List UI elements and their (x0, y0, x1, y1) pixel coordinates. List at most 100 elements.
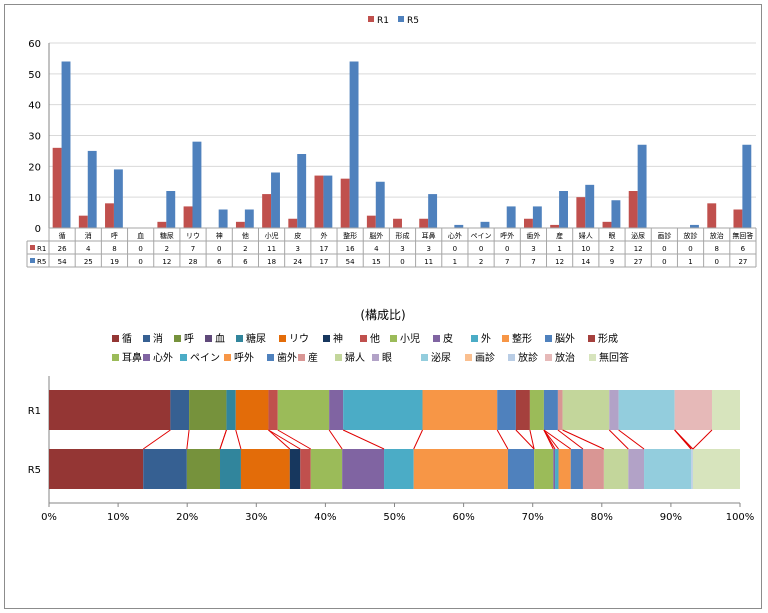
bar-R5-神 (218, 209, 228, 228)
table-value-R1: 16 (346, 245, 355, 253)
x-tick-label: 10% (107, 512, 129, 523)
segment-R5-整形 (413, 449, 508, 489)
series-line (692, 429, 713, 450)
legend-label: 無回答 (599, 351, 629, 364)
segment-R1-婦人 (562, 390, 610, 430)
bar-R1-泌尿 (628, 191, 638, 228)
legend-swatch (421, 354, 428, 361)
segment-R1-耳鼻 (529, 390, 544, 430)
y-tick-label: 50 (28, 70, 41, 81)
bar-R1-リウ (183, 206, 193, 228)
segment-R1-リウ (235, 390, 269, 430)
category-label: 神 (216, 231, 223, 240)
segment-R5-放診 (691, 449, 693, 489)
bar-R1-他 (235, 221, 245, 228)
legend-swatch (323, 335, 330, 342)
legend-label: リウ (289, 333, 309, 345)
table-value-R1: 26 (58, 245, 67, 253)
series-line (515, 429, 535, 450)
legend-swatch (112, 354, 119, 361)
legend-label: 産 (308, 351, 318, 364)
series-line (562, 429, 605, 450)
stacked-percent-chart: (構成比) 循 消 呼 血 糖尿 リウ 神 他 小児 皮 外 整形 脳外 形成耳鼻 心外 ペイン 呼外 歯外産 婦人 眼… (28, 308, 755, 523)
segment-R5-婦人 (603, 449, 629, 489)
table-value-R5: 12 (555, 258, 564, 266)
table-value-R1: 0 (138, 245, 142, 253)
legend-swatch (502, 335, 509, 342)
table-value-R1: 3 (426, 245, 430, 253)
table-value-R1: 3 (531, 245, 535, 253)
segment-R5-耳鼻 (534, 449, 554, 489)
legend-label: 整形 (512, 332, 532, 345)
table-value-R5: 2 (479, 258, 483, 266)
table-value-R5: 24 (293, 258, 302, 266)
category-label: 放治 (710, 231, 724, 240)
table-value-R1: 4 (86, 245, 91, 253)
table-value-R5: 1 (453, 258, 457, 266)
y-tick-label: 20 (28, 162, 41, 173)
x-tick-label: 40% (314, 512, 336, 523)
segment-R1-消 (170, 390, 190, 430)
chart-frame: R1 R5 0 10 20 30 40 50 60 循 26 54 消 4 25 呼 8 19 血 0 0 糖尿 2 12 リウ… (4, 4, 762, 609)
segment-R1-放治 (674, 390, 712, 430)
table-value-R5: 0 (400, 258, 404, 266)
table-value-R5: 0 (714, 258, 718, 266)
row-label: R1 (28, 406, 41, 417)
bar-R1-耳鼻 (419, 218, 429, 228)
table-value-R5: 1 (688, 258, 692, 266)
bar-R1-呼 (105, 203, 114, 228)
bar-R1-産 (550, 224, 560, 228)
legend-label: 脳外 (555, 333, 575, 345)
legend-swatch (279, 335, 286, 342)
table-value-R5: 25 (84, 258, 93, 266)
table-row-label: R1 (37, 245, 46, 253)
legend-label: 皮 (443, 332, 453, 345)
table-value-R5: 28 (189, 258, 198, 266)
legend-label: 眼 (382, 352, 392, 364)
category-label: リウ (186, 232, 200, 240)
segment-R1-泌尿 (618, 390, 675, 430)
segment-R1-脳外 (497, 390, 516, 430)
segment-R1-糖尿 (226, 390, 236, 430)
table-row-label: R5 (37, 258, 46, 266)
y-tick-label: 10 (28, 193, 41, 204)
segment-R5-他 (300, 449, 311, 489)
y-tick-label: 60 (28, 39, 41, 50)
segment-R5-リウ (240, 449, 290, 489)
legend-label: 神 (333, 332, 343, 345)
category-label: 形成 (396, 231, 410, 240)
category-label: 整形 (343, 231, 357, 240)
x-tick-label: 0% (41, 512, 57, 523)
segment-R1-形成 (515, 390, 530, 430)
table-value-R5: 54 (58, 258, 67, 266)
segment-R5-産 (582, 449, 604, 489)
bar-R1-形成 (393, 218, 402, 228)
segment-R5-小児 (310, 449, 343, 489)
legend-label: 呼外 (234, 352, 254, 364)
legend-swatch (143, 335, 150, 342)
legend-label-R5: R5 (407, 16, 419, 26)
bar-R5-呼外 (506, 206, 516, 228)
bar-R5-消 (87, 150, 97, 228)
bar-legend: R1 R5 (368, 16, 419, 26)
bar-R1-脳外 (366, 215, 376, 228)
bar-R1-婦人 (576, 197, 586, 228)
bar-R5-眼 (611, 200, 621, 228)
table-value-R1: 11 (267, 245, 276, 253)
series-line (674, 429, 694, 450)
chart-canvas: R1 R50102030405060循2654消425呼819血00糖尿212リウ… (26, 16, 757, 523)
legend-label: 放治 (555, 351, 575, 364)
legend-swatch (588, 335, 595, 342)
x-tick-label: 90% (660, 512, 682, 523)
legend-swatch (372, 354, 379, 361)
bar-R1-眼 (602, 221, 612, 228)
bar-R5-耳鼻 (428, 194, 438, 228)
category-label: 婦人 (579, 231, 593, 240)
table-value-R1: 2 (610, 245, 614, 253)
legend-swatch (205, 335, 212, 342)
bar-R1-放治 (707, 203, 717, 228)
legend-swatch (545, 335, 552, 342)
segment-R5-泌尿 (644, 449, 692, 489)
legend-swatch (589, 354, 596, 361)
table-value-R5: 18 (267, 258, 276, 266)
